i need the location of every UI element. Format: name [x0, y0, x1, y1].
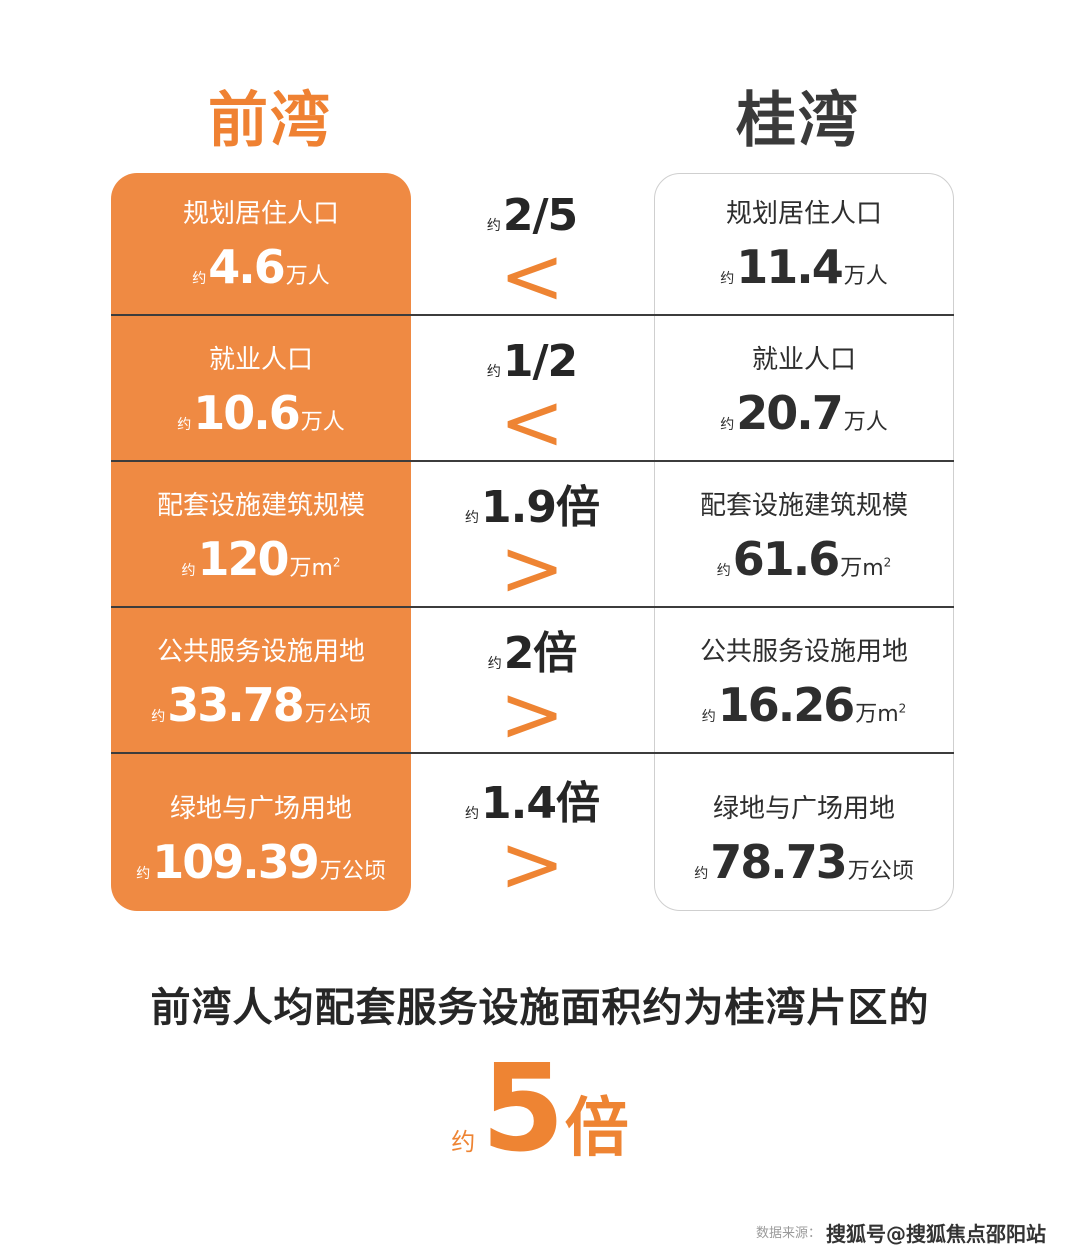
- greater-than-symbol: >: [499, 820, 565, 910]
- headline-multiple: 约5倍: [0, 1040, 1080, 1179]
- approx-mark: 约: [151, 709, 166, 725]
- guiwan-metric-2: 配套设施建筑规模 约61.6万m2: [654, 489, 954, 587]
- title-qianwan: 前湾: [208, 86, 332, 156]
- metric-label: 就业人口: [208, 345, 313, 375]
- approx-mark: 约: [487, 656, 502, 672]
- guiwan-metric-3: 公共服务设施用地 约16.26万m2: [654, 635, 954, 733]
- comparison-ratio: 2倍: [503, 628, 578, 679]
- metric-label: 公共服务设施用地: [156, 637, 365, 667]
- metric-unit: 万公顷: [304, 702, 371, 727]
- metric-label: 配套设施建筑规模: [699, 491, 908, 521]
- comparison-2: 约1.9倍 >: [420, 480, 644, 614]
- metric-value: 120: [197, 532, 289, 586]
- approx-mark: 约: [720, 417, 735, 433]
- metric-unit: 万公顷: [319, 859, 386, 884]
- metric-value: 4.6: [208, 240, 285, 294]
- approx-mark: 约: [694, 866, 709, 882]
- data-source-note: 数据来源：: [756, 1226, 822, 1241]
- metric-value: 109.39: [152, 835, 320, 889]
- metric-value: 16.26: [717, 678, 856, 732]
- approx-mark: 约: [451, 1128, 476, 1156]
- row-divider: [111, 314, 954, 316]
- qianwan-panel: [111, 173, 411, 911]
- row-divider: [111, 606, 954, 608]
- greater-than-symbol: >: [499, 524, 565, 614]
- guiwan-metric-0: 规划居住人口 约11.4万人: [654, 197, 954, 295]
- comparison-1: 约1/2 <: [420, 334, 644, 468]
- metric-label: 规划居住人口: [182, 199, 339, 229]
- qianwan-metric-1: 就业人口 约10.6万人: [111, 343, 411, 441]
- metric-value: 78.73: [710, 835, 848, 889]
- unit-superscript: 2: [883, 555, 892, 570]
- metric-value: 11.4: [736, 240, 843, 294]
- metric-unit: 万人: [300, 410, 345, 435]
- qianwan-metric-0: 规划居住人口 约4.6万人: [111, 197, 411, 295]
- row-divider: [111, 752, 954, 754]
- metric-unit: 万m: [855, 702, 899, 727]
- comparison-ratio: 1.4倍: [481, 778, 600, 829]
- approx-mark: 约: [486, 364, 501, 380]
- approx-mark: 约: [177, 417, 192, 433]
- less-than-symbol: <: [499, 378, 565, 468]
- greater-than-symbol: >: [499, 670, 565, 760]
- guiwan-metric-4: 绿地与广场用地 约78.73万公顷: [654, 792, 954, 890]
- comparison-3: 约2倍 >: [420, 626, 644, 760]
- less-than-symbol: <: [499, 232, 565, 322]
- metric-unit: 万人: [285, 264, 330, 289]
- metric-label: 绿地与广场用地: [169, 794, 352, 824]
- approx-mark: 约: [701, 709, 716, 725]
- approx-mark: 约: [465, 510, 480, 526]
- unit-superscript: 2: [332, 555, 341, 570]
- metric-label: 配套设施建筑规模: [156, 491, 365, 521]
- headline-unit: 倍: [564, 1092, 629, 1166]
- headline-value: 5: [481, 1040, 565, 1179]
- approx-mark: 约: [192, 271, 207, 287]
- qianwan-metric-3: 公共服务设施用地 约33.78万公顷: [111, 635, 411, 733]
- guiwan-panel: [654, 173, 954, 911]
- metric-unit: 万公顷: [847, 859, 914, 884]
- qianwan-metric-4: 绿地与广场用地 约109.39万公顷: [111, 792, 411, 890]
- comparison-4: 约1.4倍 >: [420, 776, 644, 910]
- metric-value: 20.7: [736, 386, 843, 440]
- metric-label: 规划居住人口: [725, 199, 882, 229]
- metric-unit: 万人: [843, 410, 888, 435]
- unit-superscript: 2: [898, 701, 907, 716]
- metric-unit: 万m: [289, 556, 333, 581]
- approx-mark: 约: [136, 866, 151, 882]
- qianwan-metric-2: 配套设施建筑规模 约120万m2: [111, 489, 411, 587]
- comparison-ratio: 2/5: [502, 190, 578, 241]
- comparison-ratio: 1.9倍: [481, 482, 600, 533]
- metric-label: 就业人口: [751, 345, 856, 375]
- metric-value: 61.6: [732, 532, 840, 586]
- approx-mark: 约: [716, 563, 731, 579]
- metric-label: 公共服务设施用地: [699, 637, 908, 667]
- metric-value: 33.78: [167, 678, 305, 732]
- approx-mark: 约: [181, 563, 196, 579]
- guiwan-metric-1: 就业人口 约20.7万人: [654, 343, 954, 441]
- approx-mark: 约: [720, 271, 735, 287]
- metric-unit: 万人: [843, 264, 888, 289]
- summary-statement: 前湾人均配套服务设施面积约为桂湾片区的: [150, 985, 930, 1031]
- metric-value: 10.6: [193, 386, 300, 440]
- title-guiwan: 桂湾: [736, 86, 860, 156]
- watermark: 搜狐号@搜狐焦点邵阳站: [820, 1216, 1052, 1249]
- approx-mark: 约: [486, 218, 501, 234]
- metric-label: 绿地与广场用地: [712, 794, 895, 824]
- comparison-ratio: 1/2: [502, 336, 578, 387]
- row-divider: [111, 460, 954, 462]
- metric-unit: 万m: [840, 556, 884, 581]
- approx-mark: 约: [465, 806, 480, 822]
- comparison-0: 约2/5 <: [420, 188, 644, 322]
